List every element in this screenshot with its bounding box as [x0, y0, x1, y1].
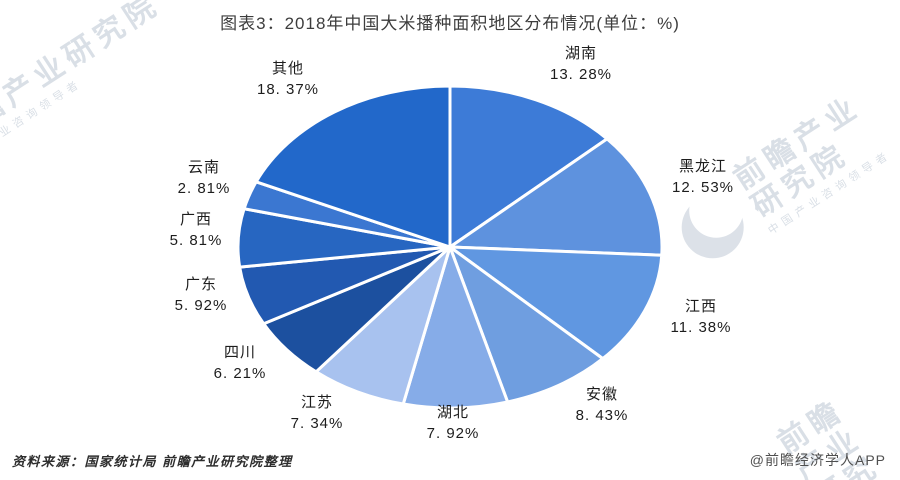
pie-slices: [236, 84, 664, 410]
pie-slice: [448, 245, 664, 361]
pie-slice: [401, 245, 510, 410]
source-note: 资料来源：国家统计局 前瞻产业研究院整理: [12, 454, 293, 469]
credit-watermark: @前瞻经济学人APP: [749, 452, 886, 468]
pie-slice: [254, 84, 452, 249]
chart-title: 图表3：2018年中国大米播种面积地区分布情况(单位：%): [220, 14, 680, 33]
pie-slice: [448, 84, 609, 249]
pie-slice: [314, 245, 452, 406]
pie-slice: [448, 245, 605, 404]
pie-slice: [448, 137, 664, 257]
